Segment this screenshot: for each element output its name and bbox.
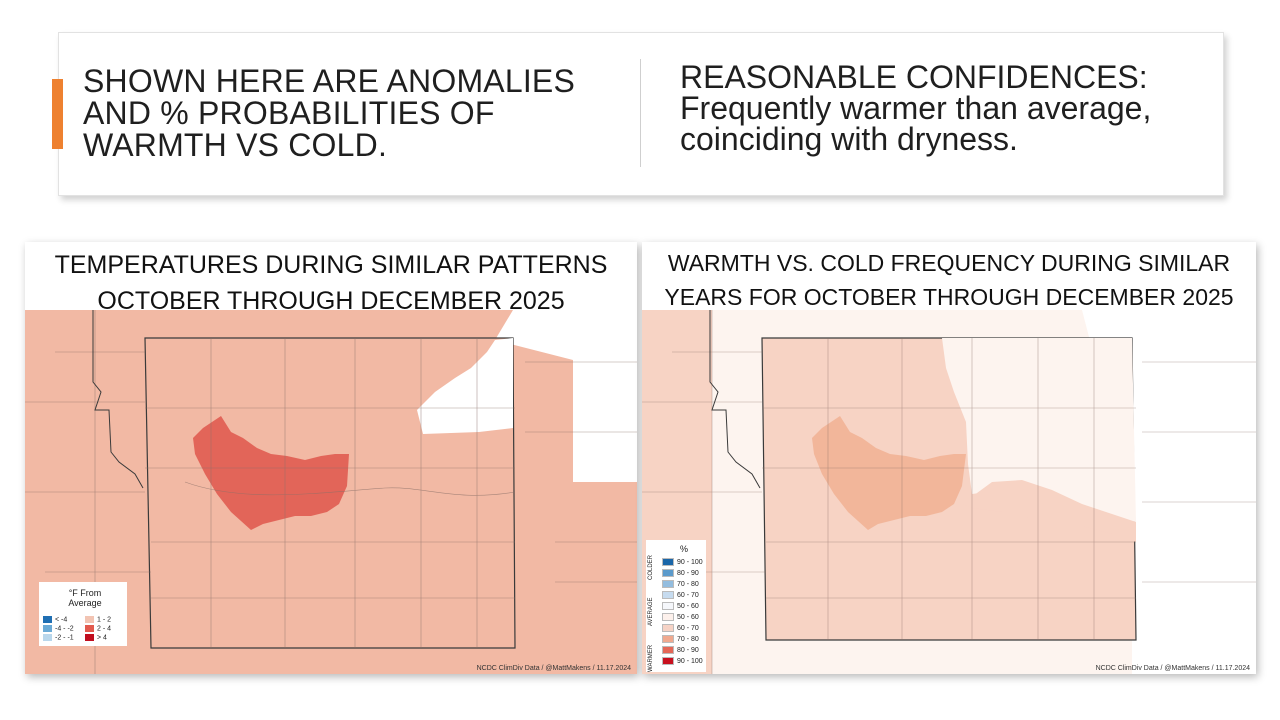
legend-item: 1 - 2 xyxy=(85,616,111,624)
frequency-map-graphic xyxy=(642,310,1256,674)
temperature-anomaly-map: TEMPERATURES DURING SIMILAR PATTERNS OCT… xyxy=(25,242,637,674)
warmth-frequency-map: WARMTH VS. COLD FREQUENCY DURING SIMILAR… xyxy=(642,242,1256,674)
anomaly-legend: °F From Average < -4 -4 - -2 -2 - -1 1 -… xyxy=(39,582,127,646)
header-right: REASONABLE CONFIDENCES: Frequently warme… xyxy=(680,61,1220,155)
legend-item: > 4 xyxy=(85,634,107,642)
left-map-credit: NCDC ClimDiv Data / @MattMakens / 11.17.… xyxy=(476,665,631,672)
confidence-title: REASONABLE CONFIDENCES: xyxy=(680,59,1148,95)
legend-item: 2 - 4 xyxy=(85,625,111,633)
legend-item: 90 - 100 xyxy=(662,657,703,666)
legend-item: 50 - 60 xyxy=(662,602,699,611)
legend-item: < -4 xyxy=(43,616,67,624)
accent-bar xyxy=(52,79,63,149)
legend-item: -4 - -2 xyxy=(43,625,74,633)
right-map-title: WARMTH VS. COLD FREQUENCY DURING SIMILAR… xyxy=(664,250,1234,310)
legend-item: 50 - 60 xyxy=(662,613,699,622)
legend-item: 80 - 90 xyxy=(662,569,699,578)
frequency-legend-unit: % xyxy=(680,544,689,554)
header-left-text: SHOWN HERE ARE ANOMALIES AND % PROBABILI… xyxy=(83,63,576,163)
frequency-legend: % COLDER AVERAGE WARMER 90 - 100 80 - 90… xyxy=(646,540,706,672)
legend-item: 70 - 80 xyxy=(662,635,699,644)
legend-side-warmer: WARMER xyxy=(648,644,654,672)
legend-side-average: AVERAGE xyxy=(648,597,654,626)
header-divider xyxy=(640,59,641,167)
legend-item: 70 - 80 xyxy=(662,580,699,589)
legend-side-colder: COLDER xyxy=(648,554,654,580)
legend-item: 90 - 100 xyxy=(662,558,703,567)
header-banner: SHOWN HERE ARE ANOMALIES AND % PROBABILI… xyxy=(52,32,1224,196)
anomaly-legend-title: °F From Average xyxy=(68,588,102,608)
legend-item: 60 - 70 xyxy=(662,624,699,633)
confidence-body: Frequently warmer than average, coincidi… xyxy=(680,90,1152,157)
legend-item: 80 - 90 xyxy=(662,646,699,655)
right-map-credit: NCDC ClimDiv Data / @MattMakens / 11.17.… xyxy=(1095,665,1250,672)
temperature-map-graphic xyxy=(25,310,637,674)
legend-item: 60 - 70 xyxy=(662,591,699,600)
left-map-title: TEMPERATURES DURING SIMILAR PATTERNS OCT… xyxy=(54,251,608,315)
legend-item: -2 - -1 xyxy=(43,634,74,642)
